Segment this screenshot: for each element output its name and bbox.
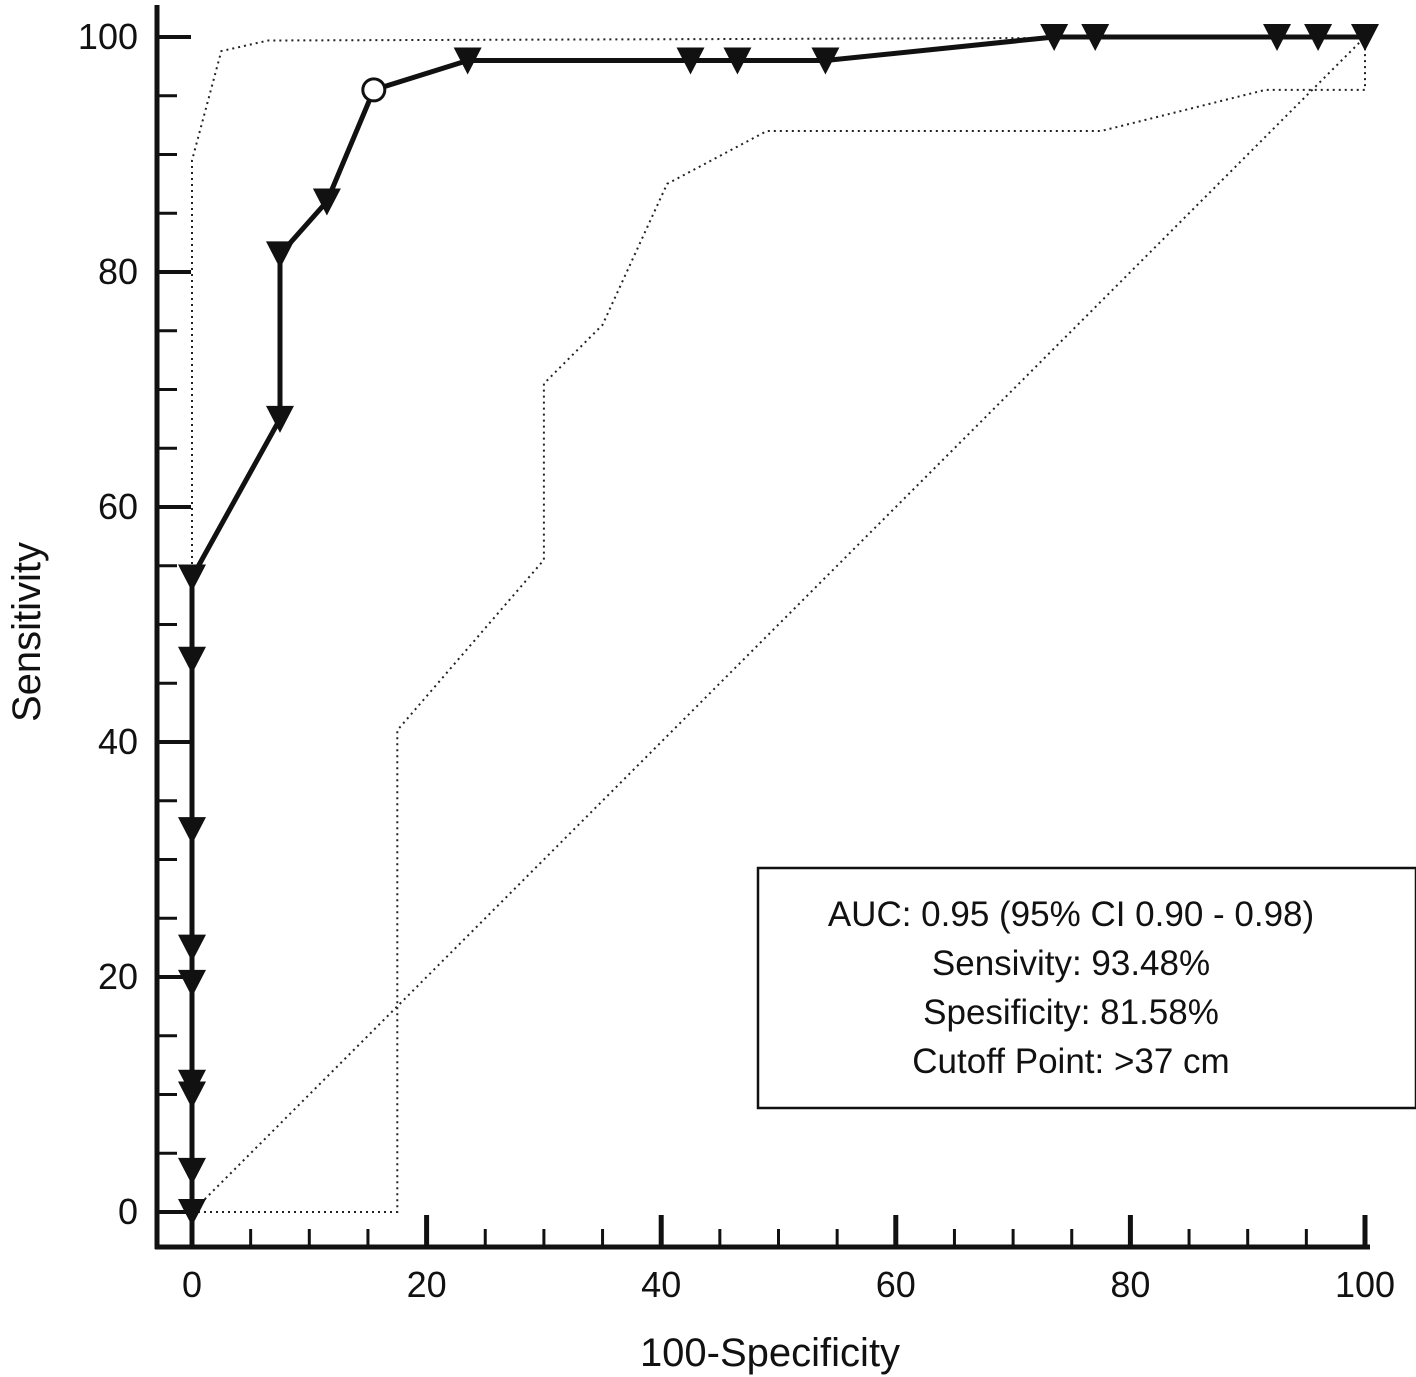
x-tick-label: 40	[641, 1264, 681, 1305]
roc-series-line	[189, 34, 1365, 1212]
y-tick-label: 0	[118, 1191, 138, 1232]
roc-point-marker	[1304, 24, 1333, 51]
y-axis-title: Sensitivity	[5, 542, 49, 722]
x-tick-label: 100	[1335, 1264, 1395, 1305]
roc-point-marker	[676, 47, 705, 75]
tick-labels: 0 20 40 60 80 100 0 20 40 60 80 100	[78, 16, 1395, 1305]
x-axis-title: 100-Specificity	[640, 1331, 900, 1375]
x-tick-label: 20	[407, 1264, 447, 1305]
roc-point-marker	[178, 1157, 206, 1185]
annotation-line-specificity: Spesificity: 81.58%	[923, 993, 1219, 1032]
roc-point-marker	[178, 1199, 206, 1226]
x-tick-label: 60	[876, 1264, 916, 1305]
y-tick-label: 100	[78, 16, 138, 57]
confidence-bands	[191, 36, 1366, 1213]
cutoff-point-marker	[361, 77, 387, 103]
x-tick-label: 80	[1110, 1264, 1150, 1305]
annotation-frame	[756, 866, 1416, 1110]
roc-point-marker	[178, 1069, 206, 1097]
roc-markers	[178, 24, 1379, 1226]
annotation-line-cutoff: Cutoff Point: >37 cm	[912, 1042, 1229, 1081]
dotted-series-line	[192, 37, 1366, 1213]
roc-point-marker	[178, 564, 206, 592]
roc-point-marker	[1081, 24, 1110, 51]
annotation-line-sensitivity: Sensivity: 93.48%	[932, 944, 1210, 983]
ticks	[157, 35, 1368, 1247]
roc-curve	[189, 34, 1365, 1212]
roc-point-marker	[453, 47, 482, 75]
y-tick-label: 80	[98, 251, 138, 292]
roc-point-marker	[178, 969, 206, 997]
x-tick-label: 0	[182, 1264, 202, 1305]
roc-point-marker	[265, 241, 294, 269]
roc-point-marker	[178, 817, 206, 845]
y-tick-label: 20	[98, 956, 138, 997]
roc-point-marker	[265, 405, 294, 433]
y-tick-label: 60	[98, 486, 138, 527]
dotted-series-line	[191, 36, 1366, 1213]
roc-point-marker	[178, 934, 206, 962]
roc-point-marker	[312, 188, 341, 216]
annotation-box: AUC: 0.95 (95% CI 0.90 - 0.98) Sensivity…	[756, 866, 1416, 1110]
roc-point-marker	[1351, 24, 1379, 51]
roc-point-marker	[178, 646, 206, 674]
roc-point-marker	[723, 47, 752, 75]
roc-point-marker	[1263, 24, 1292, 51]
roc-point-marker	[1040, 24, 1069, 51]
roc-point-marker	[811, 47, 840, 75]
annotation-line-auc: AUC: 0.95 (95% CI 0.90 - 0.98)	[828, 895, 1314, 934]
dotted-series-line	[191, 36, 1366, 1212]
y-tick-label: 40	[98, 721, 138, 762]
